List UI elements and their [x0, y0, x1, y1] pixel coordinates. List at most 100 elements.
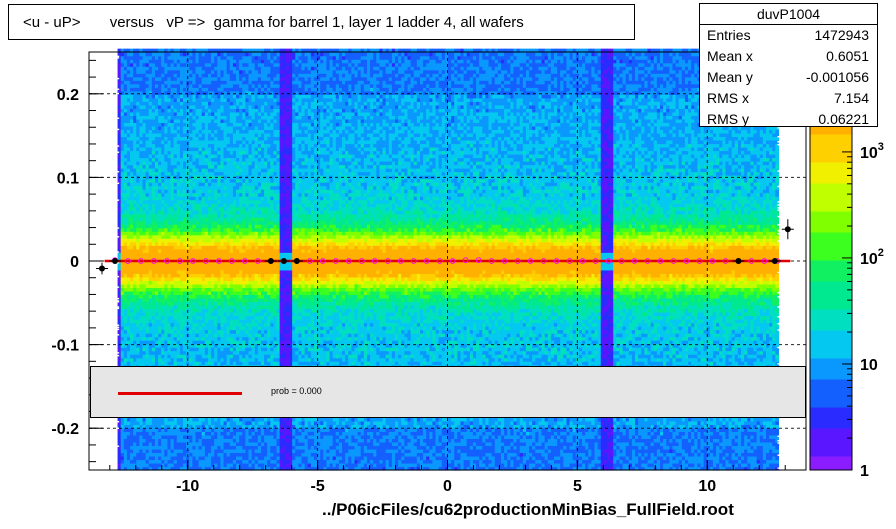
heatmap-cell — [176, 150, 181, 155]
heatmap-cell — [120, 245, 125, 250]
heatmap-cell — [126, 115, 131, 120]
heatmap-cell — [117, 153, 122, 159]
heatmap-cell — [145, 76, 150, 81]
heatmap-cell — [117, 185, 122, 190]
heatmap-cell — [201, 315, 206, 320]
heatmap-cell — [126, 66, 131, 71]
heatmap-cell — [195, 431, 200, 436]
heatmap-cell — [173, 69, 178, 74]
heatmap-cell — [154, 290, 159, 296]
heatmap-cell — [126, 333, 131, 338]
heatmap-cell — [126, 203, 131, 208]
heatmap-cell — [179, 238, 184, 243]
heatmap-cell — [151, 171, 156, 176]
heatmap-cell — [142, 347, 147, 352]
heatmap-cell — [117, 252, 122, 257]
heatmap-cell — [142, 76, 147, 81]
heatmap-cell — [139, 125, 144, 131]
heatmap-cell — [161, 312, 165, 317]
heatmap-cell — [179, 280, 184, 285]
heatmap-cell — [136, 227, 140, 232]
heatmap-cell — [161, 132, 165, 138]
heatmap-cell — [179, 361, 184, 366]
heatmap-cell — [179, 276, 184, 281]
heatmap-cell — [145, 87, 150, 92]
heatmap-cell — [142, 255, 147, 260]
heatmap-cell — [151, 143, 156, 148]
heatmap-cell — [164, 185, 169, 190]
heatmap-cell — [158, 108, 162, 113]
heatmap-cell — [142, 354, 147, 359]
heatmap-cell — [142, 168, 147, 173]
heatmap-cell — [195, 90, 200, 95]
heatmap-cell — [154, 83, 159, 88]
heatmap-cell — [183, 199, 187, 204]
heatmap-cell — [189, 104, 193, 109]
heatmap-cell — [126, 90, 131, 95]
heatmap-cell — [123, 101, 128, 106]
heatmap-cell — [126, 340, 131, 345]
heatmap-cell — [173, 262, 178, 267]
heatmap-cell — [170, 350, 175, 355]
heatmap-cell — [136, 104, 140, 109]
heatmap-cell — [151, 304, 156, 310]
heatmap-cell — [139, 347, 144, 352]
heatmap-cell — [183, 252, 187, 257]
heatmap-cell — [133, 448, 137, 454]
heatmap-cell — [117, 357, 122, 362]
heatmap-cell — [164, 252, 169, 257]
heatmap-cell — [198, 182, 203, 187]
heatmap-cell — [198, 420, 203, 425]
heatmap-cell — [148, 241, 153, 246]
heatmap-cell — [186, 59, 190, 64]
heatmap-cell — [183, 297, 187, 303]
heatmap-cell — [164, 48, 169, 53]
heatmap-cell — [167, 336, 172, 341]
heatmap-cell — [148, 73, 153, 78]
heatmap-cell — [183, 111, 187, 116]
heatmap-cell — [136, 427, 140, 432]
heatmap-cell — [151, 108, 156, 113]
heatmap-cell — [164, 326, 169, 331]
heatmap-cell — [145, 266, 150, 271]
heatmap-cell — [173, 448, 178, 454]
heatmap-cell — [154, 217, 159, 222]
heatmap-cell — [183, 304, 187, 310]
heatmap-cell — [126, 59, 131, 64]
heatmap-cell — [142, 192, 147, 197]
heatmap-cell — [139, 255, 144, 260]
heatmap-cell — [120, 157, 125, 162]
heatmap-cell — [183, 438, 187, 443]
heatmap-cell — [123, 427, 128, 432]
heatmap-cell — [154, 118, 159, 123]
heatmap-cell — [164, 66, 169, 71]
heatmap-cell — [198, 87, 203, 92]
heatmap-cell — [148, 171, 153, 176]
heatmap-cell — [195, 101, 200, 106]
heatmap-cell — [142, 241, 147, 246]
heatmap-cell — [179, 273, 184, 278]
heatmap-cell — [130, 262, 134, 267]
heatmap-cell — [120, 87, 125, 92]
heatmap-cell — [154, 104, 159, 109]
heatmap-cell — [192, 438, 197, 443]
heatmap-cell — [161, 427, 165, 432]
heatmap-cell — [158, 448, 162, 454]
heatmap-cell — [161, 308, 165, 313]
heatmap-cell — [176, 115, 181, 120]
heatmap-cell — [136, 340, 140, 345]
heatmap-cell — [120, 59, 125, 64]
heatmap-cell — [179, 213, 184, 218]
heatmap-cell — [176, 347, 181, 352]
heatmap-cell — [158, 192, 162, 197]
heatmap-cell — [167, 129, 172, 134]
heatmap-cell — [145, 438, 150, 443]
heatmap-cell — [158, 153, 162, 159]
heatmap-cell — [148, 210, 153, 215]
heatmap-cell — [170, 55, 175, 60]
heatmap-cell — [179, 66, 184, 71]
heatmap-cell — [164, 227, 169, 232]
heatmap-cell — [198, 189, 203, 194]
heatmap-cell — [170, 227, 175, 232]
heatmap-cell — [120, 111, 125, 116]
